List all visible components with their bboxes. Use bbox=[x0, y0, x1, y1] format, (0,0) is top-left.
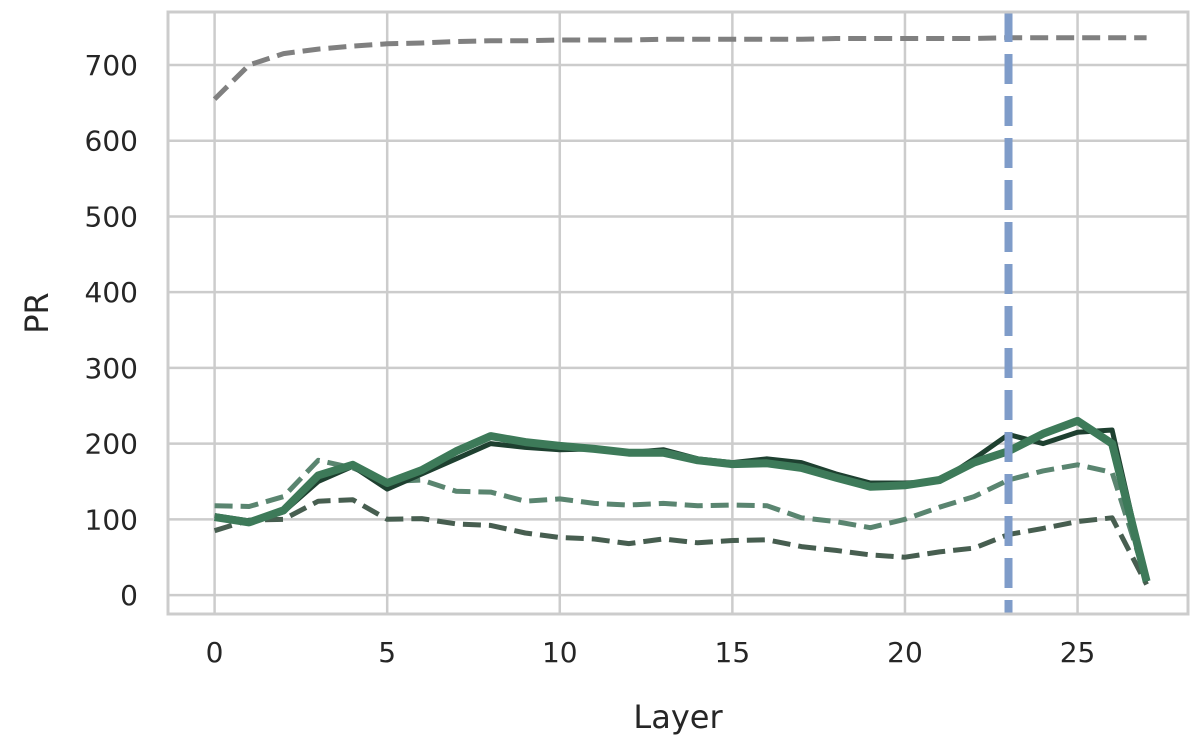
grid bbox=[168, 12, 1188, 614]
x-tick-label: 0 bbox=[206, 636, 224, 669]
y-tick-label: 700 bbox=[85, 49, 138, 82]
series-line-3 bbox=[213, 497, 1149, 586]
y-tick-label: 200 bbox=[85, 428, 138, 461]
series-layer bbox=[212, 35, 1151, 586]
x-tick-label: 5 bbox=[378, 636, 396, 669]
y-tick-labels: 0 100 200 300 400 500 600 700 bbox=[85, 49, 138, 612]
x-tick-labels: 0 5 10 15 20 25 bbox=[206, 636, 1096, 669]
x-tick-label: 20 bbox=[887, 636, 923, 669]
y-tick-label: 500 bbox=[85, 200, 138, 233]
series-line-5 bbox=[213, 416, 1151, 583]
y-tick-label: 0 bbox=[120, 579, 138, 612]
x-tick-label: 25 bbox=[1060, 636, 1096, 669]
y-tick-label: 100 bbox=[85, 503, 138, 536]
series-line-2 bbox=[214, 457, 1149, 581]
x-axis-title: Layer bbox=[633, 698, 723, 736]
y-tick-label: 400 bbox=[85, 276, 138, 309]
x-tick-label: 10 bbox=[542, 636, 578, 669]
x-tick-label: 15 bbox=[715, 636, 751, 669]
y-tick-label: 300 bbox=[85, 352, 138, 385]
series-line-1 bbox=[212, 35, 1147, 101]
y-tick-label: 600 bbox=[85, 125, 138, 158]
y-axis-title: PR bbox=[18, 292, 56, 334]
plot-frame bbox=[166, 10, 1190, 616]
